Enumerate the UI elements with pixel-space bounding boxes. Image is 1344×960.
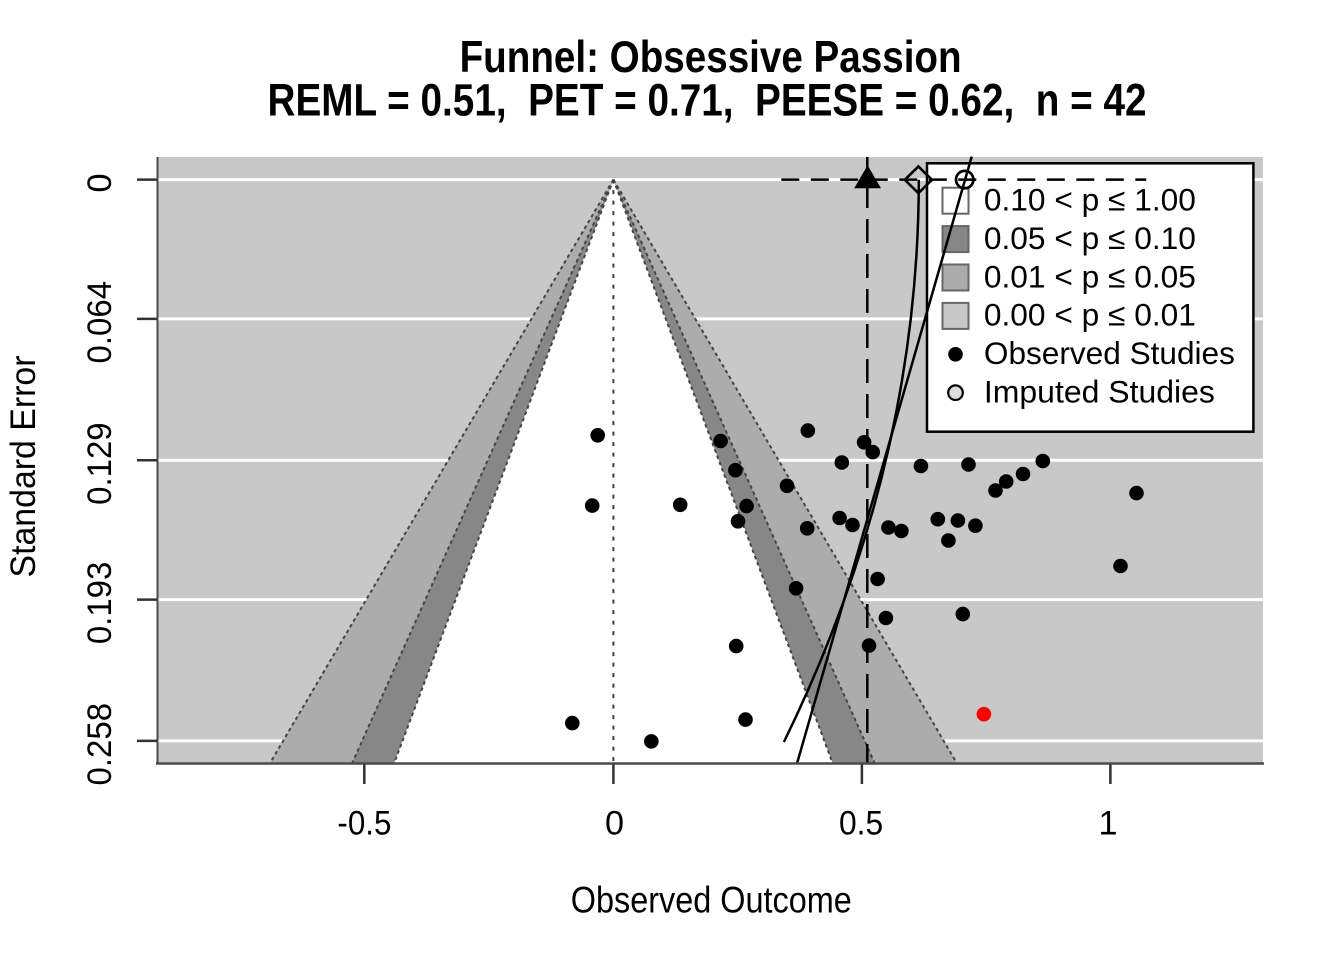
svg-text:0.10 < p ≤ 1.00: 0.10 < p ≤ 1.00 [984, 182, 1196, 218]
svg-text:0: 0 [605, 805, 624, 843]
svg-text:0.00 < p ≤ 0.01: 0.00 < p ≤ 0.01 [984, 297, 1196, 333]
svg-text:-0.5: -0.5 [337, 805, 391, 843]
svg-text:0.05 < p ≤ 0.10: 0.05 < p ≤ 0.10 [984, 220, 1196, 256]
svg-text:0.193: 0.193 [81, 562, 119, 645]
svg-text:Observed Studies: Observed Studies [984, 335, 1235, 371]
svg-text:REML = 0.51, PET = 0.71, PEE: REML = 0.51, PET = 0.71, PEESE = 0.62, n… [268, 75, 1147, 126]
svg-text:0.064: 0.064 [81, 281, 119, 364]
svg-text:0.01 < p ≤ 0.05: 0.01 < p ≤ 0.05 [984, 258, 1196, 294]
svg-text:0.5: 0.5 [839, 805, 883, 843]
svg-text:Observed Outcome: Observed Outcome [571, 879, 852, 920]
svg-text:0.129: 0.129 [81, 422, 119, 505]
svg-text:Imputed Studies: Imputed Studies [984, 374, 1215, 410]
svg-text:Funnel: Obsessive Passion: Funnel: Obsessive Passion [460, 33, 962, 82]
svg-text:Standard Error: Standard Error [3, 355, 43, 577]
svg-text:1: 1 [1098, 805, 1117, 843]
svg-text:0: 0 [81, 173, 119, 192]
svg-text:0.258: 0.258 [81, 703, 119, 786]
